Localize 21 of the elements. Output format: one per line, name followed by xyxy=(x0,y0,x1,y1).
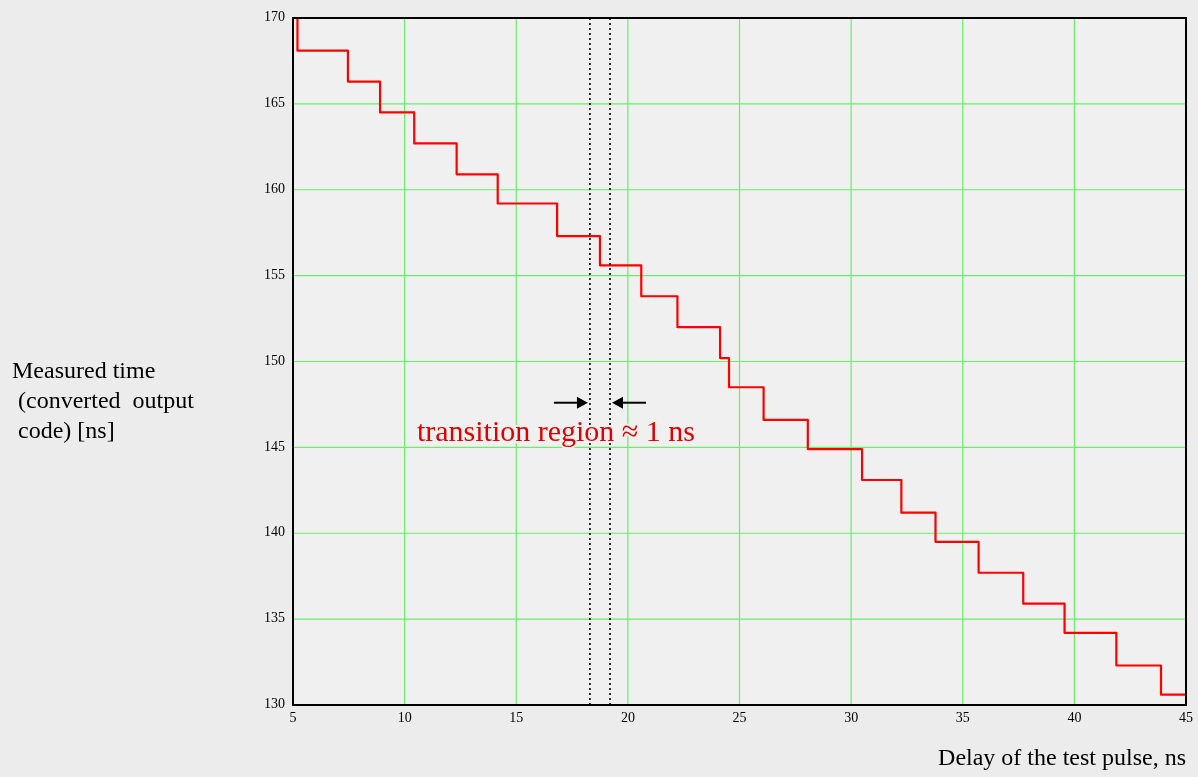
x-tick-label: 30 xyxy=(844,710,859,725)
x-axis-title: Delay of the test pulse, ns xyxy=(938,744,1186,770)
x-tick-label: 5 xyxy=(289,710,297,725)
x-tick-label: 10 xyxy=(397,710,412,725)
y-tick-label: 135 xyxy=(264,610,285,626)
y-tick-label: 160 xyxy=(264,180,285,196)
x-tick-label: 15 xyxy=(509,710,524,725)
y-tick-label: 145 xyxy=(264,438,285,454)
y-axis-title: Measured time (converted output code) [ns] xyxy=(12,357,195,443)
y-tick-label: 155 xyxy=(264,266,285,282)
x-tick-label: 20 xyxy=(620,710,635,725)
annotation: transition region ≈ 1 ns xyxy=(416,413,696,447)
x-tick-label: 25 xyxy=(732,710,747,725)
x-tick-label: 40 xyxy=(1067,710,1082,725)
x-tick-label: 45 xyxy=(1179,710,1193,725)
y-tick-label: 165 xyxy=(264,95,285,111)
y-tick-label: 130 xyxy=(264,696,285,712)
y-tick-label: 150 xyxy=(264,352,285,368)
y-tick-label: 140 xyxy=(264,524,285,540)
x-tick-label: 35 xyxy=(955,710,970,725)
y-tick-label: 170 xyxy=(264,9,285,25)
